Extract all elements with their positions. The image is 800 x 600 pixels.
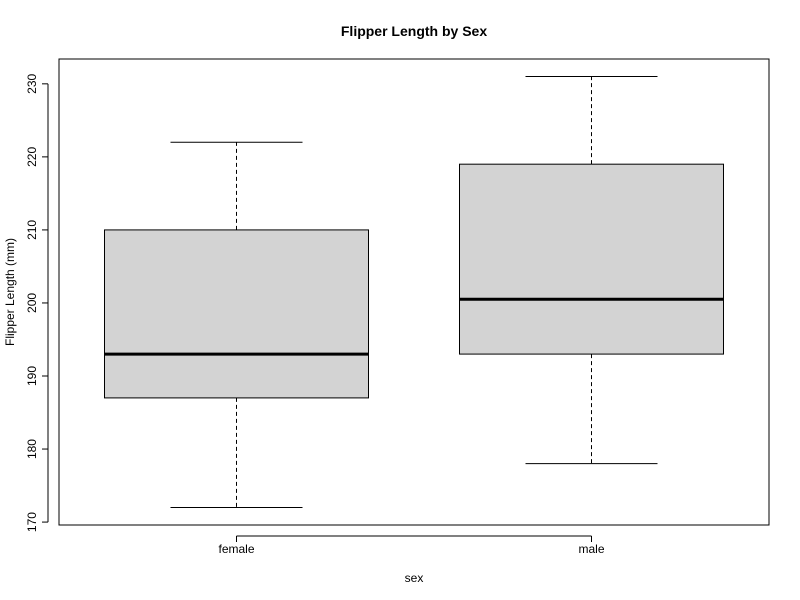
y-tick-label: 220 xyxy=(25,147,39,167)
y-axis: 170 180 190 200 210 220 230 xyxy=(25,74,49,532)
x-axis: female male xyxy=(218,535,605,556)
x-tick-label: male xyxy=(578,542,604,556)
y-tick-label: 230 xyxy=(25,74,39,94)
box-male xyxy=(459,76,724,465)
chart-title: Flipper Length by Sex xyxy=(341,23,487,39)
y-tick-label: 190 xyxy=(25,366,39,386)
iqr-box xyxy=(104,229,369,399)
y-tick-label: 170 xyxy=(25,512,39,532)
y-tick-label: 200 xyxy=(25,293,39,313)
x-tick-label: female xyxy=(218,542,254,556)
y-tick-label: 180 xyxy=(25,439,39,459)
box-female xyxy=(104,141,369,508)
iqr-box xyxy=(459,163,724,355)
boxes-group xyxy=(104,76,724,508)
y-tick-label: 210 xyxy=(25,220,39,240)
x-axis-label: sex xyxy=(405,571,424,585)
y-axis-label: Flipper Length (mm) xyxy=(3,238,17,346)
plot-area-frame xyxy=(58,58,770,526)
